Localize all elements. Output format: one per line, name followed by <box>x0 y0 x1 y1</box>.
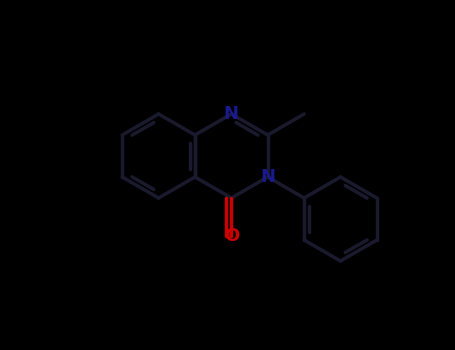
Text: N: N <box>224 105 239 123</box>
Text: N: N <box>260 168 275 186</box>
Text: O: O <box>224 227 239 245</box>
